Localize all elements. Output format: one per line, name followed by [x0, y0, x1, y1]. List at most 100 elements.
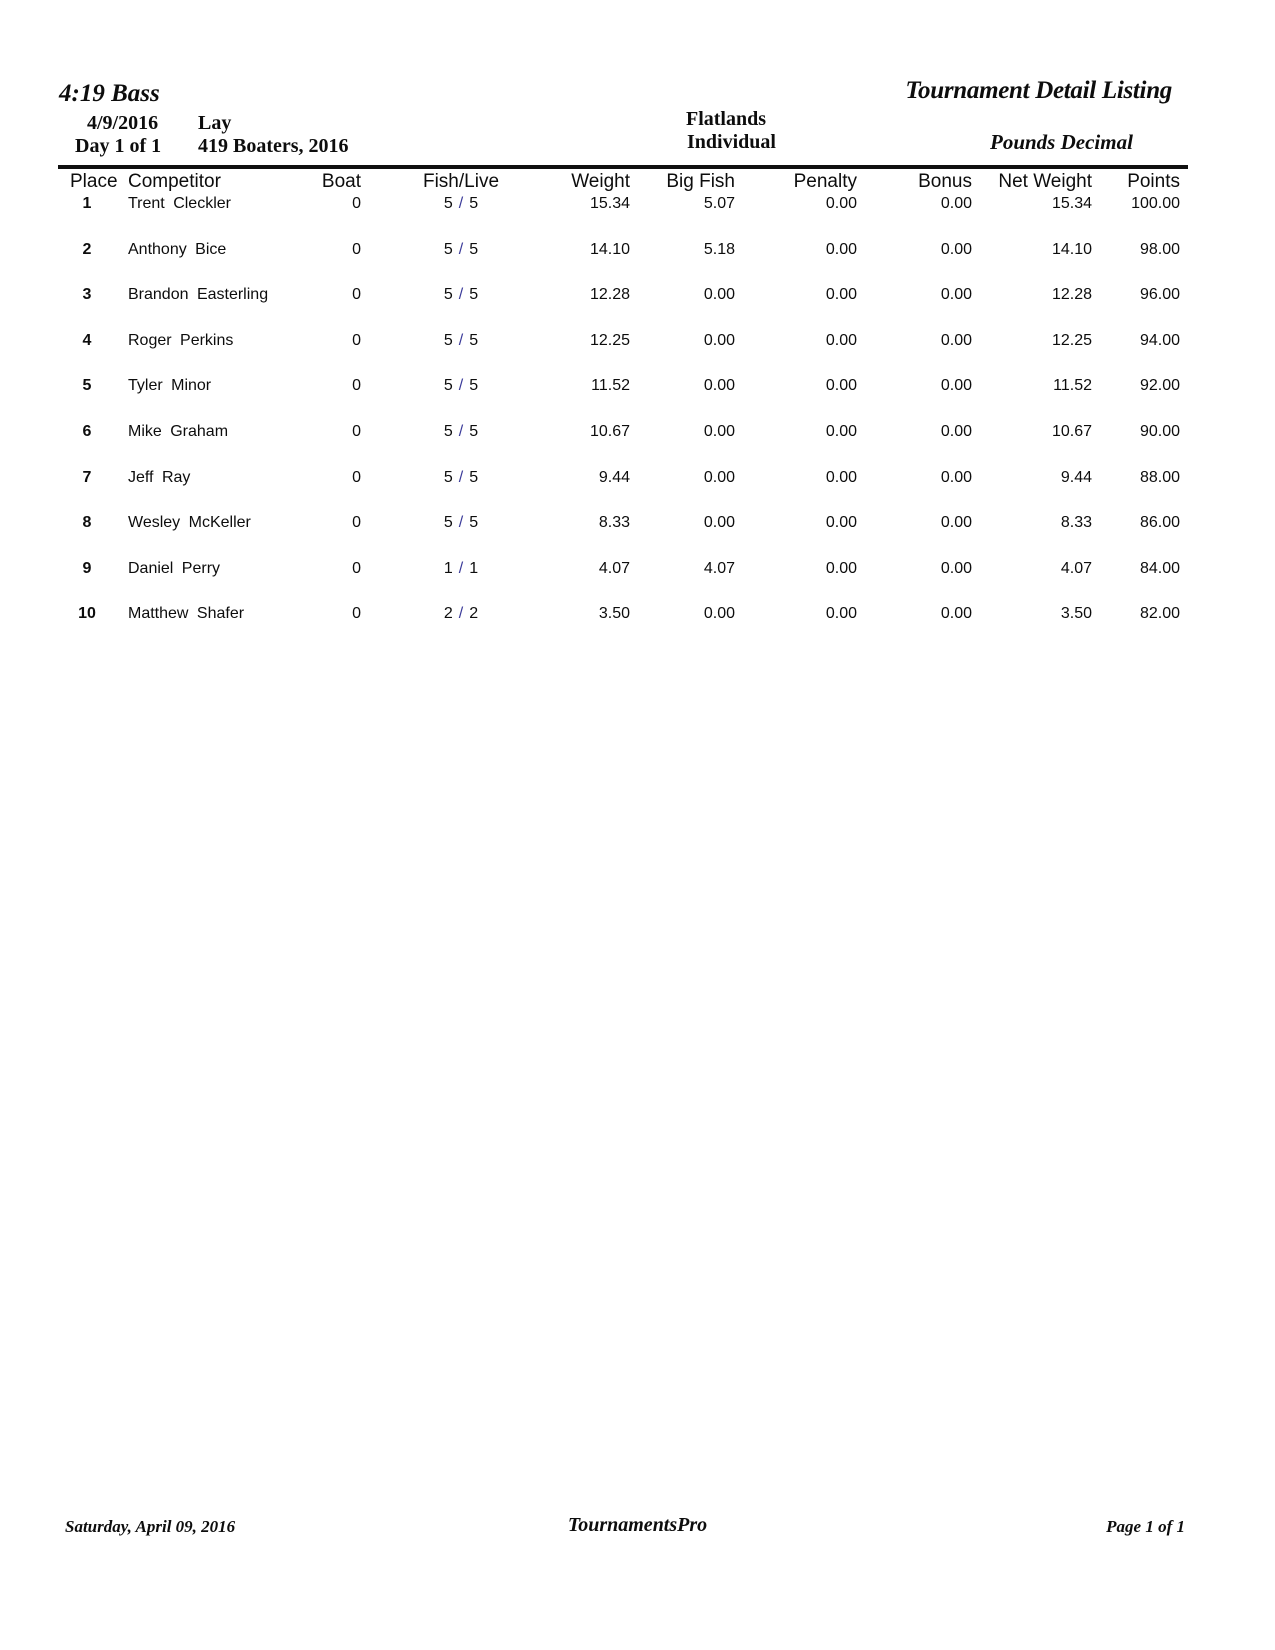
- fish-count: 5: [443, 377, 453, 395]
- boat-cell: 0: [352, 559, 361, 577]
- net-weight-cell: 8.33: [1060, 514, 1092, 532]
- boat-cell: 0: [352, 195, 361, 212]
- place-cell: 8: [82, 514, 92, 532]
- fish-live-separator: /: [458, 331, 464, 349]
- fish-live-cell: 5 / 5: [367, 423, 527, 469]
- penalty-cell: 0.00: [825, 605, 857, 623]
- boat-cell: 0: [352, 514, 361, 532]
- weight-cell: 10.67: [589, 422, 630, 440]
- weight-cell: 12.25: [589, 331, 630, 349]
- penalty-cell: 0.00: [825, 377, 857, 395]
- bonus-cell: 0.00: [940, 195, 972, 212]
- table-row: 8 Wesley McKeller 0 5 / 5 8.33 0.00 0.00 0…: [57, 514, 1182, 560]
- fish-count: 5: [443, 331, 453, 349]
- report-type-title: Tournament Detail Listing: [905, 77, 1172, 104]
- competitor-cell: Matthew Shafer: [128, 605, 245, 623]
- competitor-cell: Anthony Bice: [128, 240, 227, 258]
- fish-count: 5: [443, 286, 453, 304]
- points-cell: 88.00: [1139, 468, 1180, 486]
- fish-live-separator: /: [458, 286, 464, 304]
- big-fish-cell: 0.00: [703, 377, 735, 395]
- boat-cell: 0: [352, 468, 361, 486]
- points-cell: 82.00: [1139, 605, 1180, 623]
- table-row: 9 Daniel Perry 0 1 / 1 4.07 4.07 0.00 0.00…: [57, 560, 1182, 606]
- weight-cell: 14.10: [589, 240, 630, 258]
- fish-live-cell: 5 / 5: [367, 332, 527, 378]
- live-count: 1: [469, 559, 479, 577]
- weight-cell: 9.44: [598, 468, 630, 486]
- fish-count: 5: [443, 422, 453, 440]
- points-cell: 100.00: [1131, 195, 1180, 212]
- live-count: 5: [469, 195, 479, 212]
- place-cell: 9: [82, 559, 92, 577]
- col-header-place: Place: [70, 171, 118, 192]
- boat-cell: 0: [352, 331, 361, 349]
- fish-count: 5: [443, 240, 453, 258]
- competitor-cell: Tyler Minor: [128, 377, 212, 395]
- weight-cell: 8.33: [598, 514, 630, 532]
- fish-live-cell: 5 / 5: [367, 514, 527, 560]
- fish-live-separator: /: [458, 605, 464, 623]
- fish-live-separator: /: [458, 514, 464, 532]
- place-cell: 10: [78, 605, 96, 623]
- fish-live-cell: 5 / 5: [367, 286, 527, 332]
- competitor-cell: Jeff Ray: [128, 468, 191, 486]
- big-fish-cell: 4.07: [703, 559, 735, 577]
- fish-live-separator: /: [458, 377, 464, 395]
- penalty-cell: 0.00: [825, 559, 857, 577]
- tournament-day: Day 1 of 1: [75, 135, 162, 157]
- net-weight-cell: 10.67: [1051, 422, 1092, 440]
- tournament-title: 4:19 Bass: [59, 80, 160, 107]
- bonus-cell: 0.00: [940, 468, 972, 486]
- bonus-cell: 0.00: [940, 605, 972, 623]
- live-count: 5: [469, 514, 479, 532]
- table-row: 10 Matthew Shafer 0 2 / 2 3.50 0.00 0.00 0…: [57, 605, 1182, 651]
- col-header-fish-live: Fish/Live: [422, 171, 500, 192]
- net-weight-cell: 15.34: [1051, 195, 1092, 212]
- place-cell: 4: [82, 331, 92, 349]
- fish-count: 1: [443, 559, 453, 577]
- weight-cell: 12.28: [589, 286, 630, 304]
- net-weight-cell: 11.52: [1053, 377, 1092, 395]
- fish-live-separator: /: [458, 195, 464, 212]
- bonus-cell: 0.00: [940, 377, 972, 395]
- table-row: 2 Anthony Bice 0 5 / 5 14.10 5.18 0.00 0.0…: [57, 241, 1182, 287]
- weight-cell: 15.34: [589, 195, 630, 212]
- place-cell: 7: [82, 468, 92, 486]
- live-count: 5: [469, 331, 479, 349]
- fish-live-cell: 5 / 5: [367, 241, 527, 287]
- place-cell: 5: [82, 377, 92, 395]
- header-rule: [58, 165, 1188, 169]
- table-row: 7 Jeff Ray 0 5 / 5 9.44 0.00 0.00 0.00 9.4…: [57, 469, 1182, 515]
- penalty-cell: 0.00: [825, 422, 857, 440]
- penalty-cell: 0.00: [825, 468, 857, 486]
- col-header-competitor: Competitor: [128, 171, 221, 192]
- bonus-cell: 0.00: [940, 240, 972, 258]
- tournament-lake: Lay: [198, 112, 232, 134]
- place-cell: 2: [82, 240, 92, 258]
- fish-count: 5: [443, 195, 453, 212]
- col-header-points: Points: [1127, 171, 1180, 192]
- table-row: 5 Tyler Minor 0 5 / 5 11.52 0.00 0.00 0.00…: [57, 377, 1182, 423]
- big-fish-cell: 0.00: [703, 605, 735, 623]
- fish-live-cell: 2 / 2: [367, 605, 527, 651]
- live-count: 5: [469, 468, 479, 486]
- col-header-bonus: Bonus: [918, 171, 972, 192]
- footer-page: Page 1 of 1: [1106, 1517, 1185, 1536]
- results-header-row: Place Competitor Boat Fish/Live Weight B…: [57, 171, 1182, 195]
- tournament-event: 419 Boaters, 2016: [198, 135, 349, 157]
- competitor-cell: Wesley McKeller: [128, 514, 251, 532]
- competitor-cell: Trent Cleckler: [128, 195, 231, 212]
- place-cell: 3: [82, 286, 92, 304]
- bonus-cell: 0.00: [940, 286, 972, 304]
- points-cell: 86.00: [1139, 514, 1180, 532]
- fish-live-cell: 1 / 1: [367, 560, 527, 606]
- weight-cell: 4.07: [598, 559, 630, 577]
- net-weight-cell: 4.07: [1060, 559, 1092, 577]
- live-count: 5: [469, 422, 479, 440]
- weight-cell: 11.52: [591, 377, 630, 395]
- table-row: 4 Roger Perkins 0 5 / 5 12.25 0.00 0.00 0.…: [57, 332, 1182, 378]
- boat-cell: 0: [352, 377, 361, 395]
- points-cell: 98.00: [1139, 240, 1180, 258]
